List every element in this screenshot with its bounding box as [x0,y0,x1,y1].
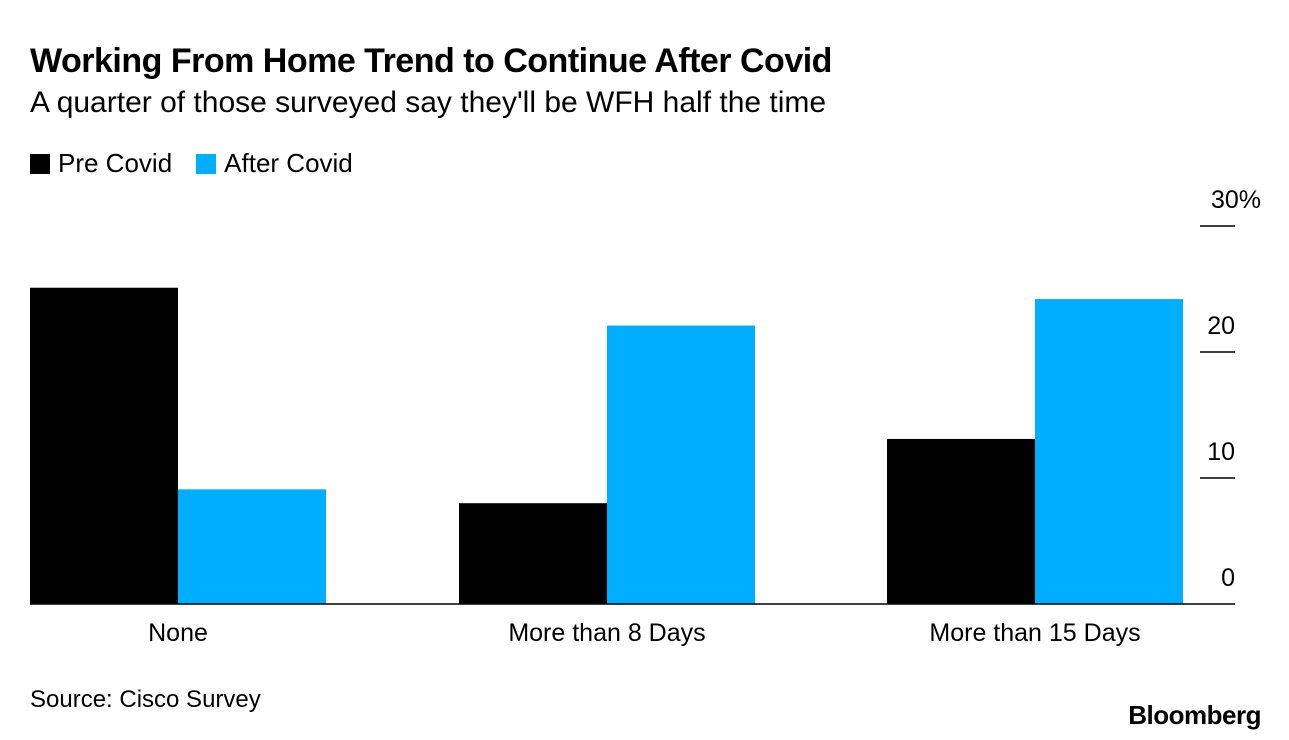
y-tick-label: 30% [1211,186,1261,214]
bar-after-2 [1035,299,1183,604]
y-tick-label: 0 [1221,564,1235,592]
legend-label-after: After Covid [224,148,353,178]
bar-after-1 [607,325,755,604]
x-tick-label: More than 15 Days [929,619,1140,647]
y-tick-label: 20 [1207,312,1235,340]
source-note: Source: Cisco Survey [30,686,261,713]
chart-subtitle: A quarter of those surveyed say they'll … [30,86,827,119]
bar-after-0 [178,489,326,604]
legend-label-pre: Pre Covid [58,148,173,178]
bar-pre-1 [459,503,607,604]
x-tick-label: More than 8 Days [508,619,705,647]
legend-item-after: After Covid [196,148,353,179]
bar-pre-2 [887,438,1035,604]
bloomberg-logo: Bloomberg [1128,700,1261,730]
legend-swatch-after [196,153,217,174]
legend-item-pre: Pre Covid [30,148,172,179]
legend: Pre Covid After Covid [30,148,353,179]
bar-pre-0 [30,287,178,604]
legend-swatch-pre [30,153,50,174]
x-tick-label: None [148,619,208,647]
chart-title: Working From Home Trend to Continue Afte… [30,42,832,80]
y-tick-label: 10 [1207,438,1235,466]
